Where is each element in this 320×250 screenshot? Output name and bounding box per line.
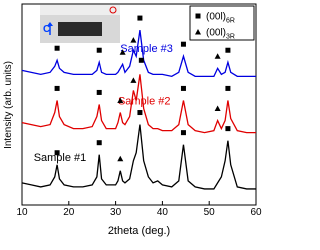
legend-marker: [195, 29, 201, 35]
peak-marker: [214, 53, 221, 59]
legend-label-sub: 3R: [226, 34, 235, 41]
peak-marker: [54, 85, 60, 91]
peak-marker: [137, 15, 143, 21]
peak-marker: [180, 130, 186, 136]
series-label: Sample #3: [120, 43, 173, 55]
x-tick-label: 40: [157, 207, 169, 218]
peak-marker: [96, 89, 102, 95]
peak-marker: [117, 155, 124, 162]
peak-marker: [180, 41, 186, 47]
x-tick-label: 20: [63, 207, 75, 218]
peak-marker: [96, 47, 102, 53]
legend-label-main: (00l): [206, 12, 226, 23]
x-tick-label: 30: [110, 207, 122, 218]
series-label: Sample #1: [34, 152, 87, 164]
inset-ruler: [40, 5, 120, 15]
y-axis-label: Intensity (arb. units): [3, 61, 14, 149]
peak-marker: [119, 49, 126, 55]
legend-label: (00l)3R: [206, 28, 235, 41]
series-line: [21, 30, 256, 78]
series-line: [21, 124, 256, 190]
legend-label-main: (00l): [206, 28, 226, 39]
chart: C 2theta (deg.) Intensity (arb. units) 1…: [3, 3, 262, 237]
peak-marker: [130, 37, 137, 43]
series-label: Sample #2: [118, 96, 171, 108]
peak-marker: [130, 77, 137, 83]
x-tick-label: 10: [16, 207, 28, 218]
x-tick-label: 60: [250, 207, 262, 218]
peak-marker: [225, 85, 231, 91]
inset-label: C: [43, 24, 50, 35]
inset-photo: C: [40, 5, 120, 43]
peak-marker: [225, 126, 231, 132]
series-line: [21, 74, 256, 134]
inset-crystal: [58, 22, 102, 36]
legend-box: [189, 5, 255, 41]
plot-frame: [21, 3, 257, 206]
peak-marker: [214, 105, 221, 112]
peak-marker: [117, 97, 124, 103]
legend-label: (00l)6R: [206, 12, 235, 25]
peak-marker: [54, 45, 60, 51]
x-tick-label: 50: [204, 207, 216, 218]
peak-marker: [96, 140, 102, 146]
peak-marker: [225, 47, 231, 53]
legend-marker: [195, 13, 201, 19]
peak-marker: [138, 57, 144, 63]
x-axis-label: 2theta (deg.): [108, 225, 170, 237]
peak-marker: [180, 85, 186, 91]
peak-marker: [54, 150, 60, 156]
peak-marker: [137, 110, 143, 116]
inset-arrowhead: [47, 22, 53, 26]
inset-dot: [109, 6, 117, 14]
legend-label-sub: 6R: [226, 18, 235, 25]
